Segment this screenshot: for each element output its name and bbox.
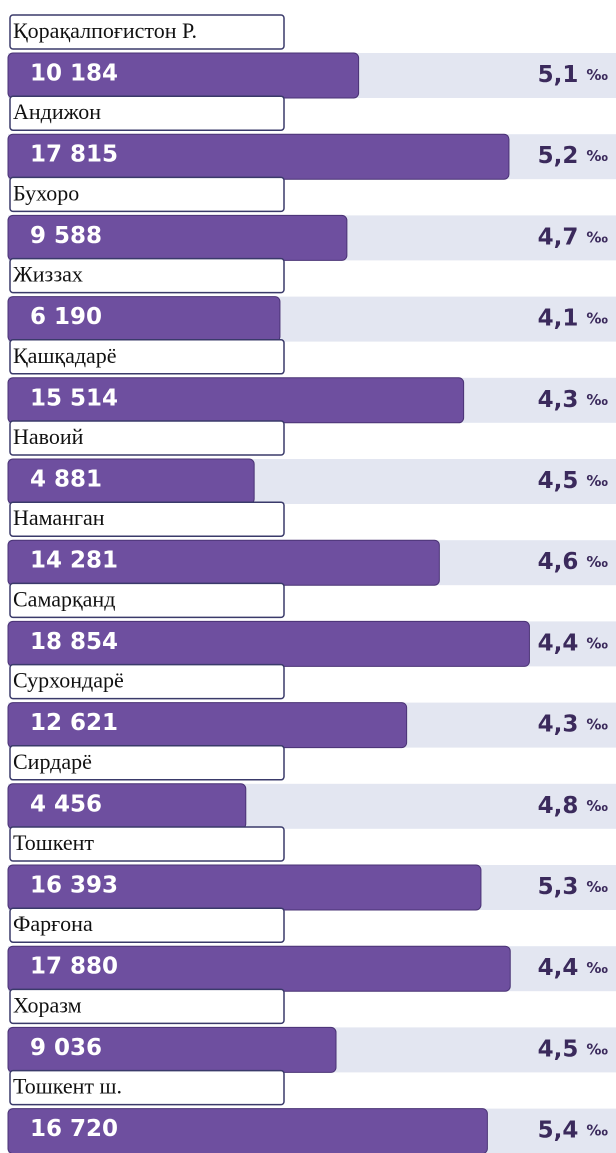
rate-unit: ‰ [586,147,608,165]
category-label: Андижон [13,99,101,124]
name-box [9,1069,285,1106]
category-label: Қашқадарё [13,343,117,368]
category-label: Бухоро [13,180,79,205]
value-label: 4 456 [30,791,102,817]
rate-label: 5,1 ‰ [538,62,609,88]
value-label: 9 588 [30,223,102,249]
rate-value: 5,4 [538,1117,579,1143]
rate-unit: ‰ [586,66,608,84]
bar [7,1108,488,1153]
rate-label: 4,4 ‰ [538,955,609,981]
rate-value: 4,3 [538,711,579,737]
rate-label: 4,3 ‰ [538,711,609,737]
rate-label: 5,4 ‰ [538,1117,609,1143]
name-box [9,176,285,213]
value-label: 10 184 [30,61,118,87]
value-label: 14 281 [30,548,118,574]
name-box [9,95,285,131]
rate-value: 4,1 [538,305,579,331]
category-label: Сирдарё [13,749,92,774]
value-label: 15 514 [30,385,118,411]
rate-label: 4,6 ‰ [538,549,609,575]
category-label: Тошкент ш. [13,1074,122,1099]
rate-unit: ‰ [586,553,608,571]
rate-value: 5,2 [538,143,579,169]
rate-label: 4,3 ‰ [538,386,609,412]
rate-unit: ‰ [586,796,608,814]
rate-unit: ‰ [586,959,608,977]
name-box [9,339,285,375]
value-label: 18 854 [30,629,118,655]
name-box [9,907,285,943]
rate-value: 4,3 [538,386,579,412]
rate-unit: ‰ [586,634,608,652]
rate-unit: ‰ [586,1040,608,1058]
name-box [9,582,285,619]
name-box [9,745,285,781]
category-label: Қорақалпоғистон Р. [13,18,197,43]
value-label: 6 190 [30,304,102,330]
name-box [9,14,285,50]
value-label: 16 393 [30,873,118,899]
rate-unit: ‰ [586,228,608,246]
rate-label: 4,5 ‰ [538,1036,609,1062]
category-label: Наманган [13,505,105,530]
rate-unit: ‰ [586,878,608,896]
name-box [9,663,285,700]
value-label: 9 036 [30,1035,102,1061]
rate-label: 5,3 ‰ [538,874,609,900]
rate-value: 4,8 [538,792,579,818]
rate-label: 4,7 ‰ [538,224,609,250]
rate-unit: ‰ [586,309,608,327]
rate-label: 4,4 ‰ [538,630,609,656]
category-label: Жиззах [13,262,83,287]
rate-unit: ‰ [586,1121,608,1139]
value-label: 17 880 [30,954,118,980]
rate-label: 5,2 ‰ [538,143,609,169]
category-label: Навоий [13,424,84,449]
category-label: Фарғона [13,911,93,936]
rate-value: 4,5 [538,1036,579,1062]
name-box [9,826,285,862]
rate-value: 4,4 [538,955,579,981]
rate-unit: ‰ [586,472,608,490]
value-label: 16 720 [30,1116,118,1142]
rate-value: 4,6 [538,549,579,575]
rate-value: 4,4 [538,630,579,656]
rate-value: 4,5 [538,468,579,494]
value-label: 17 815 [30,142,118,168]
category-label: Тошкент [13,830,94,855]
rate-value: 4,7 [538,224,579,250]
name-box [9,420,285,456]
rate-value: 5,3 [538,874,579,900]
name-box [9,501,285,537]
category-label: Самарқанд [13,586,115,611]
rate-label: 4,8 ‰ [538,792,609,818]
value-label: 12 621 [30,710,118,736]
rate-unit: ‰ [586,715,608,733]
value-label: 4 881 [30,467,102,493]
rate-value: 5,1 [538,62,579,88]
rate-label: 4,1 ‰ [538,305,609,331]
rate-unit: ‰ [586,390,608,408]
category-label: Хоразм [13,992,82,1017]
rate-label: 4,5 ‰ [538,468,609,494]
name-box [9,988,285,1025]
name-box [9,257,285,294]
category-label: Сурхондарё [13,668,124,693]
